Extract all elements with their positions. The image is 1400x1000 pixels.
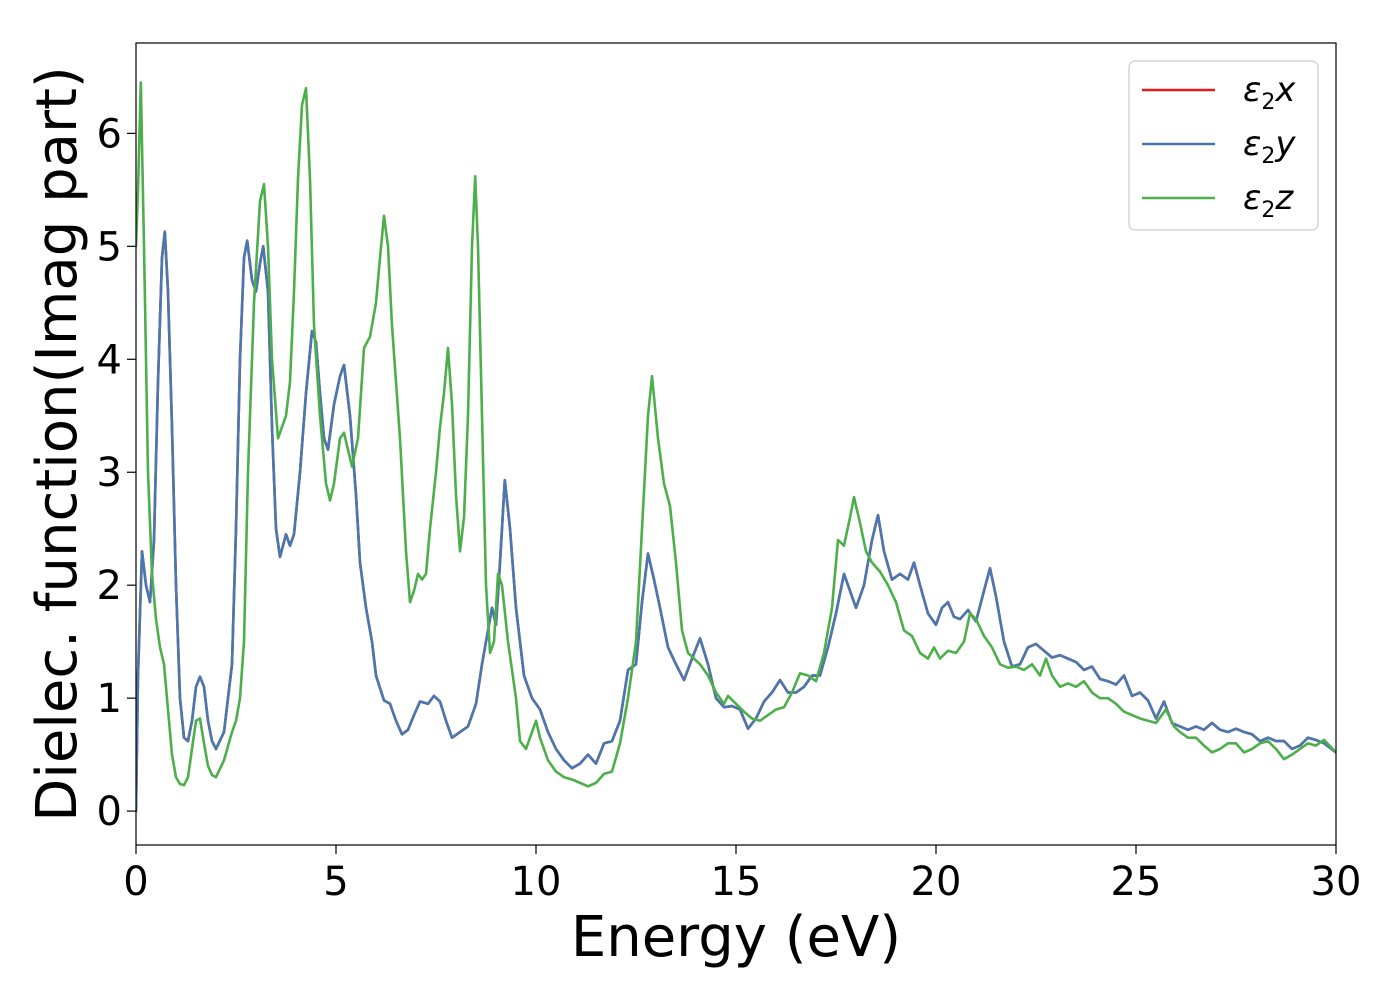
legend-box (1128, 60, 1319, 231)
x-tick-label: 10 (511, 859, 562, 905)
legend-label-y: ε2y (1243, 124, 1296, 169)
y-tick-label: 4 (97, 337, 122, 383)
legend-label-x: ε2x (1243, 70, 1296, 115)
y-tick-label: 5 (97, 224, 122, 270)
y-axis-ticks: 0 1 2 3 4 5 6 (97, 111, 136, 835)
y-axis-label: Dielec. function(Imag part) (25, 66, 90, 822)
series-line-z (136, 81, 1336, 788)
legend: ε2x ε2y ε2z (1128, 60, 1319, 231)
x-tick-label: 5 (323, 859, 348, 905)
y-tick-label: 6 (97, 111, 122, 157)
x-tick-label: 15 (711, 859, 762, 905)
plot-lines (136, 81, 1336, 813)
x-axis-ticks: 0 5 10 15 20 25 30 (123, 845, 1361, 905)
y-tick-label: 2 (97, 563, 122, 609)
x-tick-label: 25 (1111, 859, 1162, 905)
legend-label-z: ε2z (1243, 178, 1294, 223)
y-tick-label: 0 (97, 789, 122, 835)
x-tick-label: 30 (1311, 859, 1362, 905)
y-tick-label: 3 (97, 450, 122, 496)
x-axis-label: Energy (eV) (571, 905, 901, 970)
x-tick-label: 20 (911, 859, 962, 905)
x-tick-label: 0 (123, 859, 148, 905)
y-tick-label: 1 (97, 676, 122, 722)
